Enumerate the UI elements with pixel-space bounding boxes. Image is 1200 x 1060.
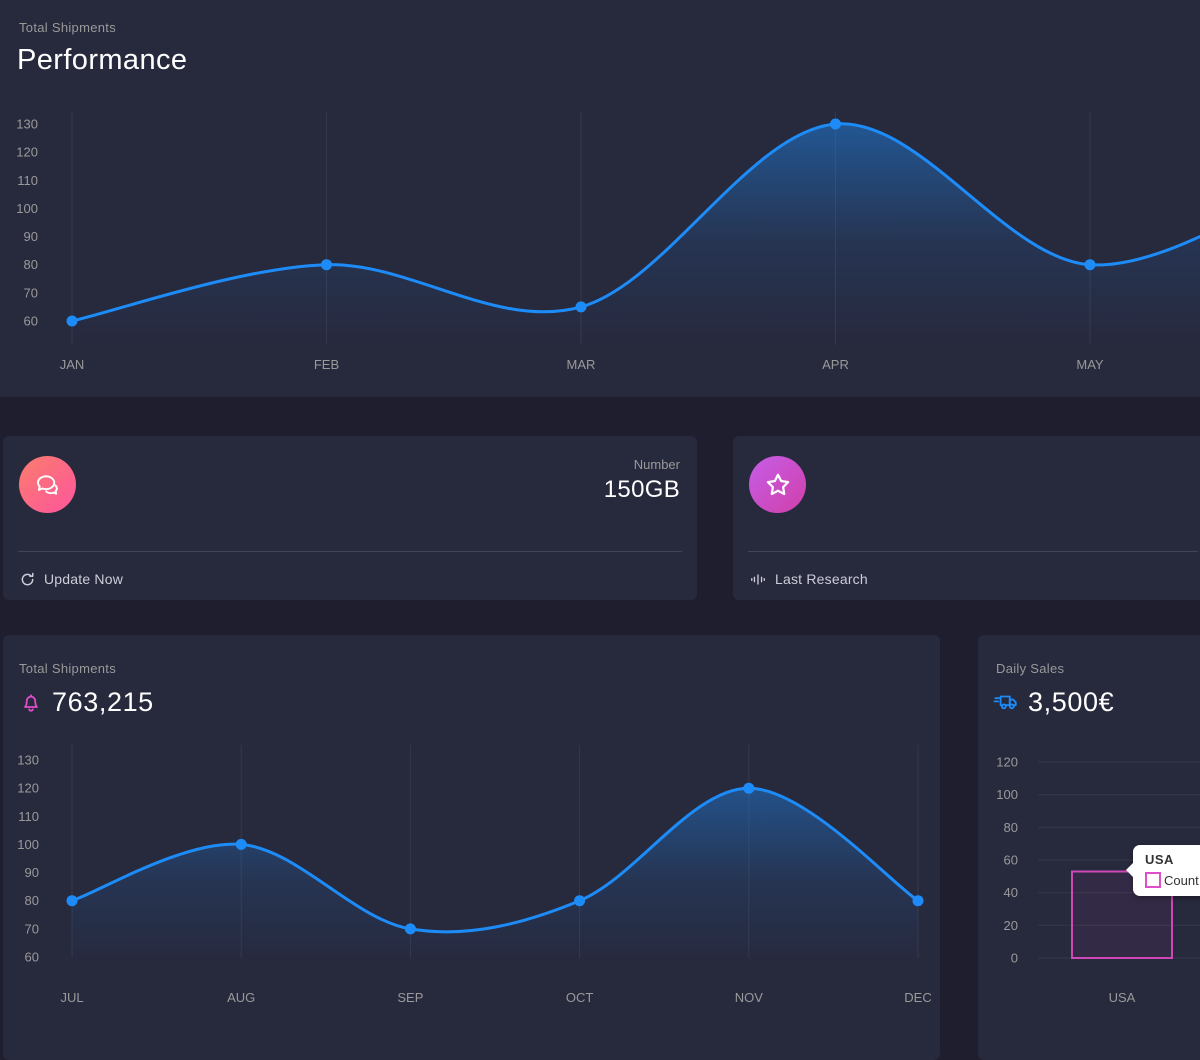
update-now-link[interactable]: Update Now: [20, 564, 123, 594]
daily-sales-value: 3,500€: [1028, 687, 1115, 717]
svg-text:70: 70: [25, 921, 39, 936]
svg-text:80: 80: [1004, 820, 1018, 835]
chart-tooltip: USA Count: [1126, 845, 1200, 896]
update-now-label: Update Now: [44, 571, 124, 587]
svg-text:MAR: MAR: [567, 357, 596, 372]
svg-text:60: 60: [25, 950, 39, 965]
svg-text:NOV: NOV: [735, 990, 764, 1005]
total-shipments-card: 130 120 110 100 90 80 70 60 JUL AUG SEP OCT NOV DEC T…: [3, 635, 940, 1060]
svg-text:JAN: JAN: [60, 357, 85, 372]
svg-text:130: 130: [16, 117, 38, 132]
svg-text:90: 90: [24, 229, 38, 244]
svg-text:APR: APR: [822, 357, 849, 372]
svg-text:60: 60: [1004, 853, 1018, 868]
card-category-label: Total Shipments: [19, 20, 116, 35]
svg-text:DEC: DEC: [904, 990, 931, 1005]
svg-text:JUL: JUL: [60, 990, 83, 1005]
research-stat-card: Last Research: [733, 436, 1200, 600]
svg-text:80: 80: [25, 893, 39, 908]
svg-text:FEB: FEB: [314, 357, 339, 372]
svg-text:40: 40: [1004, 885, 1018, 900]
svg-text:0: 0: [1011, 951, 1018, 966]
svg-text:AUG: AUG: [227, 990, 255, 1005]
svg-text:90: 90: [25, 865, 39, 880]
svg-text:60: 60: [24, 314, 38, 329]
tooltip-title: USA: [1145, 852, 1174, 867]
svg-text:120: 120: [996, 755, 1018, 770]
svg-text:SEP: SEP: [397, 990, 423, 1005]
svg-text:USA: USA: [1109, 990, 1136, 1005]
svg-text:OCT: OCT: [566, 990, 594, 1005]
shipments-line-chart[interactable]: 130 120 110 100 90 80 70 60 JUL AUG SEP OCT NOV DEC: [3, 635, 940, 1060]
svg-text:130: 130: [17, 753, 39, 768]
svg-text:120: 120: [16, 145, 38, 160]
refresh-icon: [21, 572, 34, 585]
svg-text:110: 110: [18, 809, 39, 824]
page-title: Performance: [17, 44, 188, 76]
chat-bubbles-icon: [19, 456, 76, 513]
delivery-truck-icon: [993, 695, 1017, 709]
legend-swatch-icon: [1145, 872, 1161, 888]
svg-text:120: 120: [17, 781, 39, 796]
svg-text:80: 80: [24, 257, 38, 272]
stat-value: 150GB: [603, 476, 680, 503]
pulse-icon: [751, 573, 765, 585]
bell-icon: [24, 693, 38, 712]
card-category-label: Daily Sales: [996, 661, 1065, 676]
svg-text:110: 110: [17, 173, 38, 188]
last-research-label: Last Research: [775, 571, 868, 587]
svg-text:100: 100: [16, 201, 38, 216]
svg-text:100: 100: [996, 787, 1018, 802]
last-research-link[interactable]: Last Research: [750, 564, 868, 594]
svg-text:MAY: MAY: [1076, 357, 1104, 372]
number-stat-card: Number 150GB Update Now: [3, 436, 697, 600]
svg-text:20: 20: [1004, 918, 1018, 933]
card-divider: [18, 551, 682, 552]
performance-line-chart[interactable]: 130 120 110 100 90 80 70 60 JAN FEB MAR APR MAY: [0, 0, 1200, 397]
card-divider: [748, 551, 1198, 552]
performance-card: 130 120 110 100 90 80 70 60 JAN FEB MAR APR MAY Tota…: [0, 0, 1200, 397]
svg-text:100: 100: [17, 837, 39, 852]
svg-text:70: 70: [24, 285, 38, 300]
star-icon: [749, 456, 806, 513]
card-category-label: Total Shipments: [19, 661, 116, 676]
shipments-value: 763,215: [52, 687, 154, 717]
stat-category: Number: [633, 457, 680, 472]
daily-sales-card: 120 100 80 60 40 20 0 USA Daily Sales 3,500€ US…: [978, 635, 1200, 1060]
tooltip-text: Count: [1164, 872, 1199, 888]
